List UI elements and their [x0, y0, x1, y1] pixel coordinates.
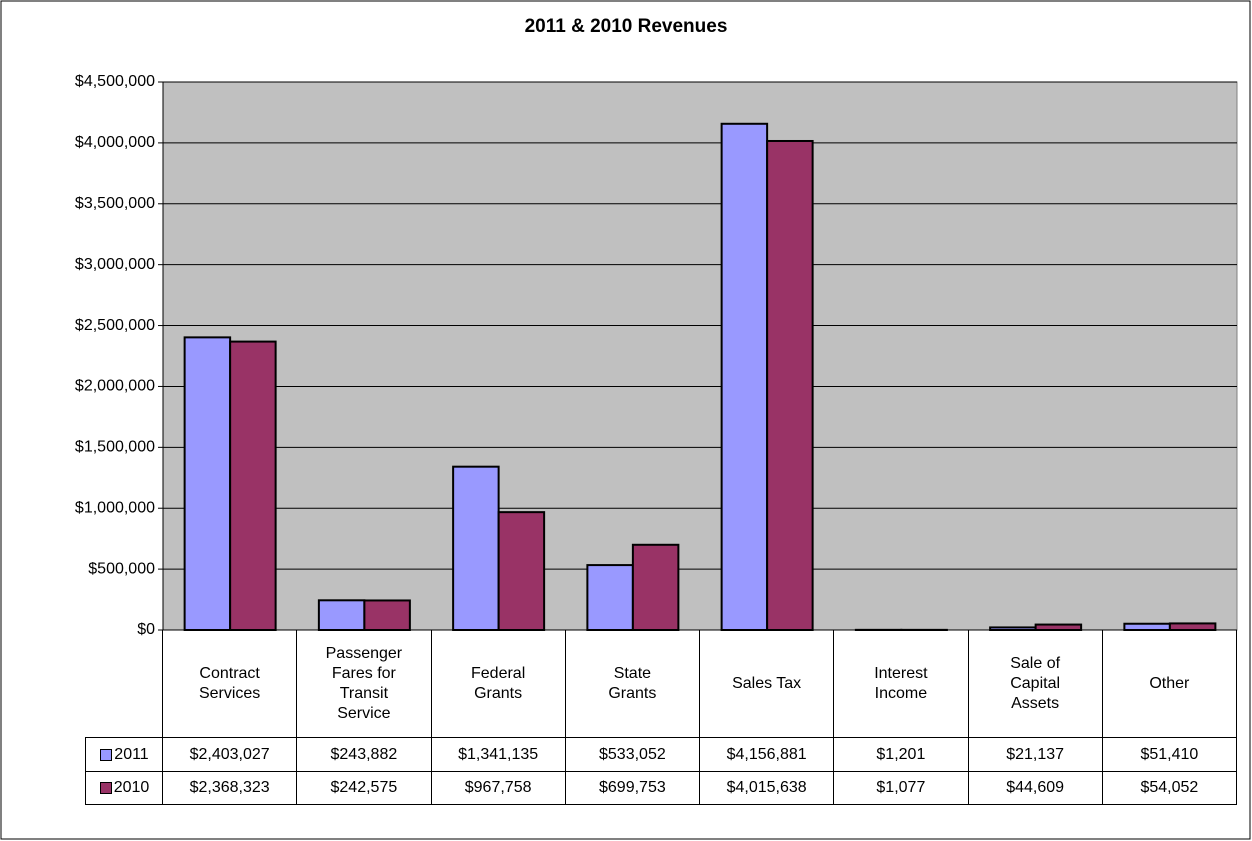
- table-value: $4,015,638: [700, 771, 835, 805]
- x-tick-label-cell: Sales Tax: [700, 630, 835, 737]
- legend-item: 2010: [85, 771, 163, 805]
- bar: [452, 465, 500, 631]
- table-value: $1,341,135: [431, 737, 566, 771]
- bar: [1034, 623, 1083, 632]
- y-tick-label: $1,000,000: [75, 499, 155, 516]
- x-tick-label: Contract Services: [198, 664, 261, 702]
- legend-label: 2011: [114, 745, 149, 763]
- y-tick-label: $4,000,000: [75, 134, 155, 151]
- table-value: $699,753: [565, 771, 700, 805]
- bar: [720, 122, 769, 631]
- table-value: $21,137: [968, 737, 1103, 771]
- bar: [1168, 622, 1217, 631]
- legend-swatch: [99, 782, 112, 794]
- legend-swatch: [100, 748, 113, 761]
- x-tick-label: Interest Income: [874, 664, 928, 702]
- x-tick-label-cell: Contract Services: [163, 630, 298, 737]
- y-tick-label: $2,500,000: [75, 317, 155, 334]
- x-tick-label-cell: Interest Income: [834, 630, 969, 737]
- x-tick-label: Passenger Fares for Transit Service: [325, 644, 403, 722]
- y-tick-label: $0: [137, 621, 155, 638]
- x-tick-label-cell: Other: [1103, 630, 1237, 737]
- x-tick-label: Other: [1149, 674, 1190, 692]
- table-value: $2,368,323: [163, 771, 298, 805]
- y-tick-label: $1,500,000: [75, 439, 155, 456]
- table-value: $54,052: [1102, 771, 1237, 805]
- table-value: $1,201: [834, 737, 969, 771]
- bar: [317, 599, 366, 632]
- table-value: $1,077: [834, 771, 969, 805]
- x-tick-label-cell: Federal Grants: [432, 630, 566, 737]
- legend-item: 2011: [85, 737, 163, 771]
- table-value: $243,882: [297, 737, 432, 771]
- x-tick-label: Sale of Capital Assets: [1010, 654, 1061, 712]
- y-tick-label: $2,000,000: [75, 378, 155, 395]
- y-tick-label: $500,000: [88, 560, 155, 577]
- bar: [631, 543, 680, 632]
- y-tick-label: $3,000,000: [75, 256, 155, 273]
- bar: [229, 340, 277, 631]
- legend-label: 2010: [113, 779, 150, 796]
- bar: [497, 511, 546, 631]
- x-tick-label-cell: Sale of Capital Assets: [969, 630, 1103, 737]
- table-value: $242,575: [297, 771, 432, 805]
- bar: [363, 599, 411, 632]
- x-tick-label: State Grants: [608, 664, 657, 702]
- table-value: $967,758: [431, 771, 566, 805]
- y-tick-label: $3,500,000: [75, 195, 155, 212]
- chart-title: 2011 & 2010 Revenues: [525, 16, 728, 37]
- plot-area: [162, 81, 1238, 631]
- table-value: $44,609: [968, 771, 1103, 805]
- table-value: $51,410: [1102, 737, 1237, 771]
- table-border: [162, 630, 163, 805]
- x-tick-label-cell: Passenger Fares for Transit Service: [297, 630, 432, 737]
- table-value: $2,403,027: [163, 737, 298, 771]
- x-tick-label-cell: State Grants: [566, 630, 700, 737]
- bar: [183, 336, 232, 631]
- y-tick-label: $4,500,000: [75, 73, 155, 90]
- x-tick-label: Federal Grants: [471, 664, 526, 702]
- x-tick-label: Sales Tax: [732, 674, 802, 692]
- table-value: $533,052: [565, 737, 700, 771]
- bar: [766, 139, 814, 631]
- bar: [586, 564, 634, 632]
- table-value: $4,156,881: [700, 737, 835, 771]
